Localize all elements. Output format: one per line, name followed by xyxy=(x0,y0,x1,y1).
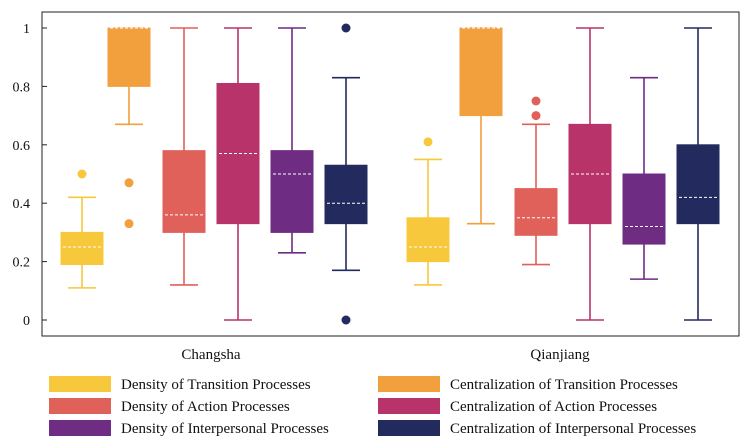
y-tick-label: 0.4 xyxy=(13,197,31,212)
box-group xyxy=(568,27,612,321)
box xyxy=(60,231,104,266)
legend-label: Density of Action Processes xyxy=(121,399,290,415)
box xyxy=(216,82,260,225)
legend-swatch xyxy=(378,398,440,414)
box-group xyxy=(324,23,368,325)
box-group xyxy=(270,27,314,254)
y-tick-label: 0 xyxy=(23,314,30,329)
legend-item: Centralization of Action Processes xyxy=(378,398,657,415)
box xyxy=(568,123,612,225)
legend-label: Centralization of Transition Processes xyxy=(450,377,678,393)
legend-label: Centralization of Interpersonal Processe… xyxy=(450,421,696,437)
box-group xyxy=(107,27,151,229)
box xyxy=(324,164,368,225)
box-group xyxy=(459,27,503,225)
outlier-point xyxy=(341,23,351,33)
box-group xyxy=(162,27,206,286)
legend-swatch xyxy=(378,420,440,436)
outlier-point xyxy=(124,178,134,188)
box xyxy=(459,27,503,117)
box xyxy=(406,217,450,263)
box-group xyxy=(216,27,260,321)
boxes xyxy=(60,23,720,325)
box-group xyxy=(622,76,666,280)
legend-swatch xyxy=(49,398,111,414)
legend-item: Density of Interpersonal Processes xyxy=(49,420,329,437)
y-tick-label: 1 xyxy=(23,22,30,37)
outlier-point xyxy=(531,111,541,121)
box xyxy=(162,150,206,233)
box-group xyxy=(676,27,720,321)
outlier-point xyxy=(423,137,433,147)
y-tick-label: 0.2 xyxy=(13,256,31,271)
legend-item: Density of Transition Processes xyxy=(49,376,311,393)
box-group xyxy=(60,169,104,289)
legend-swatch xyxy=(49,420,111,436)
axes: 0 0.2 0.4 0.6 0.8 1 Changsha Qianjiang xyxy=(13,11,740,363)
legend-label: Density of Transition Processes xyxy=(121,377,311,393)
legend-label: Density of Interpersonal Processes xyxy=(121,421,329,437)
box xyxy=(107,27,151,87)
box-group xyxy=(514,96,558,266)
plot-frame xyxy=(41,11,740,337)
box xyxy=(676,144,720,225)
box xyxy=(270,150,314,233)
category-label: Qianjiang xyxy=(530,347,590,363)
legend-label: Centralization of Action Processes xyxy=(450,399,657,415)
category-label: Changsha xyxy=(181,347,241,363)
box xyxy=(514,188,558,236)
box-group xyxy=(406,137,450,286)
legend-swatch xyxy=(49,376,111,392)
y-tick-label: 0.6 xyxy=(13,139,31,154)
outlier-point xyxy=(341,315,351,325)
outlier-point xyxy=(531,96,541,106)
y-tick-label: 0.8 xyxy=(13,80,31,95)
legend: Density of Transition Processes Centraliz… xyxy=(49,376,696,437)
outlier-point xyxy=(77,169,87,179)
box xyxy=(622,173,666,245)
legend-item: Centralization of Interpersonal Processe… xyxy=(378,420,696,437)
legend-swatch xyxy=(378,376,440,392)
legend-item: Density of Action Processes xyxy=(49,398,290,415)
legend-item: Centralization of Transition Processes xyxy=(378,376,678,393)
outlier-point xyxy=(124,219,134,229)
